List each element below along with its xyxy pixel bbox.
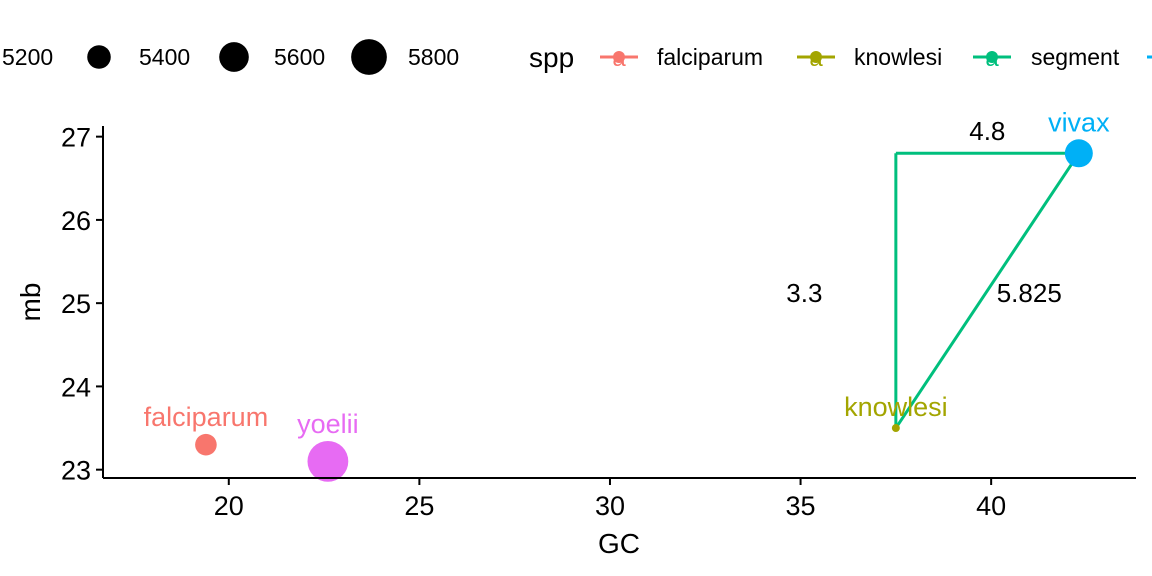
legend-size-label-5800: 5800	[408, 44, 459, 70]
y-tick-label-27: 27	[61, 123, 91, 153]
x-axis-title: GC	[598, 528, 640, 559]
legend-size-label-5400: 5400	[139, 44, 190, 70]
legend-key-glyph-segment: a	[985, 45, 999, 72]
legend-size-dot-5400	[87, 45, 111, 69]
point-knowlesi	[891, 424, 900, 433]
annotation-1: 4.8	[969, 116, 1005, 146]
legend-size-label-5600: 5600	[274, 44, 325, 70]
legend-key-glyph-falciparum: a	[612, 45, 626, 72]
legend-size-label-5200: 5200	[2, 44, 53, 70]
legend-color-title: spp	[529, 42, 574, 73]
point-label-yoelii: yoelii	[297, 409, 359, 439]
point-label-vivax: vivax	[1048, 107, 1110, 137]
x-tick-label-20: 20	[214, 491, 244, 521]
legend: 5200 5400 5600 5800 spp a falciparum a knowlesi a…	[2, 39, 1152, 75]
legend-key-dot-segment	[986, 51, 998, 63]
axes: 20 25 30 35 40 23 24 25 26 27	[61, 123, 1136, 521]
annotation-3: 5.825	[997, 278, 1062, 308]
x-tick-label-30: 30	[595, 491, 625, 521]
y-tick-label-25: 25	[61, 289, 91, 319]
legend-color-label-falciparum: falciparum	[657, 44, 763, 70]
legend-key-dot-falciparum	[613, 51, 625, 63]
point-falciparum	[195, 433, 217, 456]
segment-line-3	[894, 151, 1081, 429]
annotation-2: 3.3	[786, 278, 822, 308]
legend-size-dot-5800	[351, 39, 387, 75]
point-label-knowlesi: knowlesi	[844, 392, 948, 422]
y-tick-label-24: 24	[61, 372, 91, 402]
y-tick-label-23: 23	[61, 456, 91, 486]
legend-size-dot-5600	[219, 42, 249, 72]
x-tick-label-35: 35	[786, 491, 816, 521]
y-tick-label-26: 26	[61, 206, 91, 236]
point-yoelii	[307, 440, 349, 482]
legend-key-dot-knowlesi	[810, 51, 822, 63]
plot-area: falciparum knowlesi vivax yoelii 4.8 3.3 5.825	[144, 107, 1110, 482]
point-vivax	[1064, 139, 1093, 168]
legend-color-label-knowlesi: knowlesi	[854, 44, 942, 70]
point-label-falciparum: falciparum	[144, 402, 269, 432]
x-tick-label-40: 40	[976, 491, 1006, 521]
legend-key-glyph-knowlesi: a	[809, 45, 823, 72]
legend-color-label-segment: segment	[1031, 44, 1120, 70]
y-axis-title: mb	[15, 283, 46, 322]
x-tick-label-25: 25	[404, 491, 434, 521]
